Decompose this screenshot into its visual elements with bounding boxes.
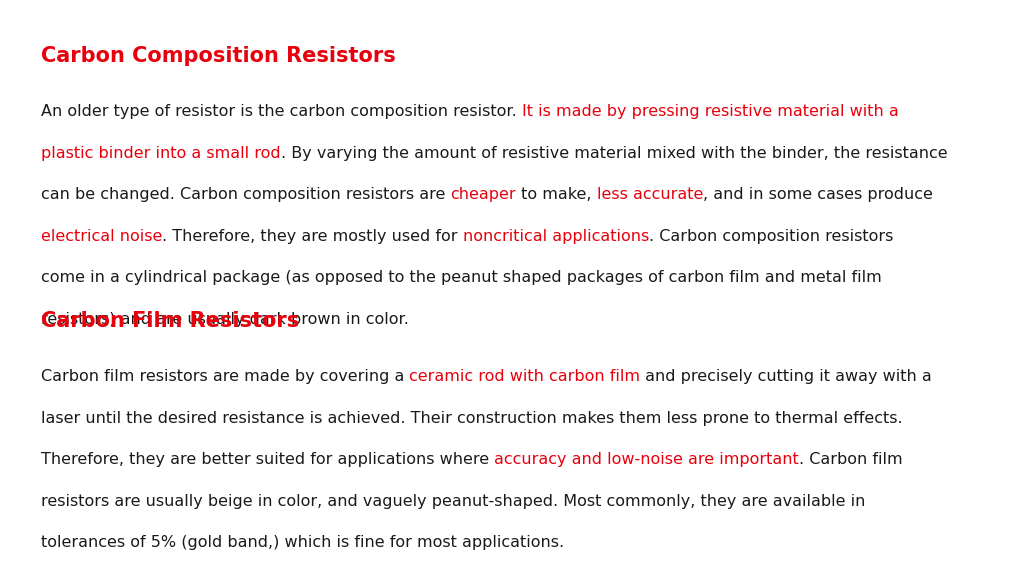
Text: . Therefore, they are mostly used for: . Therefore, they are mostly used for	[163, 229, 463, 244]
Text: . Carbon film: . Carbon film	[799, 452, 902, 467]
Text: , and in some cases produce: , and in some cases produce	[703, 187, 933, 202]
Text: tolerances of 5% (gold band,) which is fine for most applications.: tolerances of 5% (gold band,) which is f…	[41, 535, 564, 550]
Text: less accurate: less accurate	[597, 187, 703, 202]
Text: Carbon Film Resistors: Carbon Film Resistors	[41, 311, 299, 331]
Text: An older type of resistor is the carbon composition resistor.: An older type of resistor is the carbon …	[41, 104, 522, 119]
Text: laser until the desired resistance is achieved. Their construction makes them le: laser until the desired resistance is ac…	[41, 411, 902, 426]
Text: cheaper: cheaper	[451, 187, 516, 202]
Text: noncritical applications: noncritical applications	[463, 229, 649, 244]
Text: come in a cylindrical package (as opposed to the peanut shaped packages of carbo: come in a cylindrical package (as oppose…	[41, 270, 882, 285]
Text: can be changed. Carbon composition resistors are: can be changed. Carbon composition resis…	[41, 187, 451, 202]
Text: Carbon film resistors are made by covering a: Carbon film resistors are made by coveri…	[41, 369, 410, 384]
Text: electrical noise: electrical noise	[41, 229, 163, 244]
Text: and precisely cutting it away with a: and precisely cutting it away with a	[640, 369, 932, 384]
Text: . By varying the amount of resistive material mixed with the binder, the resista: . By varying the amount of resistive mat…	[281, 146, 947, 161]
Text: resistors) and are usually dark brown in color.: resistors) and are usually dark brown in…	[41, 312, 409, 327]
Text: accuracy and low-noise are important: accuracy and low-noise are important	[495, 452, 799, 467]
Text: resistors are usually beige in color, and vaguely peanut-shaped. Most commonly, : resistors are usually beige in color, an…	[41, 494, 865, 509]
Text: plastic binder into a small rod: plastic binder into a small rod	[41, 146, 281, 161]
Text: Carbon Composition Resistors: Carbon Composition Resistors	[41, 46, 395, 66]
Text: It is made by pressing resistive material with a: It is made by pressing resistive materia…	[522, 104, 899, 119]
Text: to make,: to make,	[516, 187, 597, 202]
Text: Therefore, they are better suited for applications where: Therefore, they are better suited for ap…	[41, 452, 495, 467]
Text: . Carbon composition resistors: . Carbon composition resistors	[649, 229, 894, 244]
Text: ceramic rod with carbon film: ceramic rod with carbon film	[410, 369, 640, 384]
